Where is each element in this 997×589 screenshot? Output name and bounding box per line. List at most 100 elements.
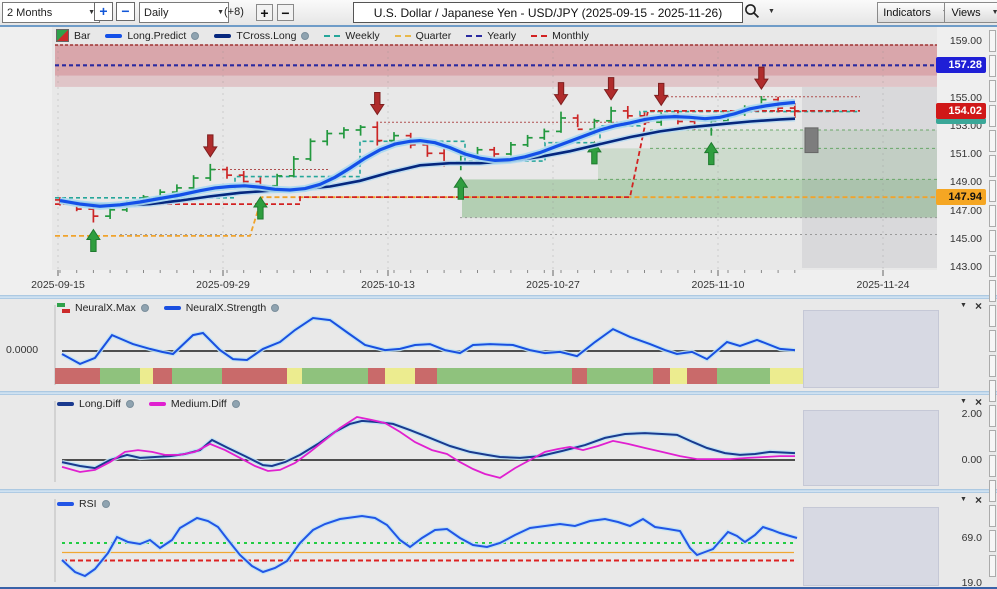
rsi-tick-label: 19.0 [938, 577, 982, 589]
range-select[interactable]: 2 Months ▼ [2, 2, 100, 23]
legend-item-long-predict[interactable]: Long.Predict [105, 30, 199, 42]
diff-panel-controls: ▼ × [960, 397, 982, 407]
legend-item-label: Yearly [487, 30, 516, 42]
legend-item-neuralx-max[interactable]: NeuralX.Max [57, 302, 149, 314]
right-rail-box[interactable] [989, 480, 996, 502]
add-bars-button[interactable]: + [256, 4, 273, 21]
line-swatch-icon [164, 306, 181, 310]
line-swatch-icon [105, 34, 122, 38]
neuralx-zero-label: 0.0000 [6, 344, 50, 356]
tcross-axis-marker [936, 118, 986, 124]
neuralx-panel-controls: ▼ × [960, 301, 982, 311]
right-rail-box[interactable] [989, 455, 996, 477]
date-tick-label: 2025-10-13 [361, 279, 415, 291]
right-rail-box[interactable] [989, 505, 996, 527]
price-tick-label: 149.00 [938, 176, 982, 188]
right-rail-box[interactable] [989, 105, 996, 127]
price-level-badge: 157.28 [936, 57, 986, 73]
panel-close-button[interactable]: × [975, 301, 982, 311]
search-icon [744, 3, 760, 19]
date-tick-label: 2025-09-29 [196, 279, 250, 291]
right-rail-box[interactable] [989, 280, 996, 302]
date-tick-label: 2025-11-24 [857, 279, 910, 291]
symbol-title-box[interactable]: U.S. Dollar / Japanese Yen - USD/JPY (20… [353, 2, 743, 23]
interval-select-value: Daily [144, 7, 168, 19]
toolbar: 2 Months ▼ + − Daily ▼ (+8) + − U.S. Dol… [0, 0, 997, 27]
series-info-dot-icon[interactable] [141, 304, 149, 312]
right-rail-box[interactable] [989, 55, 996, 77]
price-tick-label: 151.00 [938, 148, 982, 160]
dashed-line-icon [395, 35, 411, 37]
right-rail-box[interactable] [989, 180, 996, 202]
legend-item-long-diff[interactable]: Long.Diff [57, 398, 134, 410]
legend-item-label: Bar [74, 30, 90, 42]
right-rail-box[interactable] [989, 330, 996, 352]
remove-bars-button[interactable]: − [277, 4, 294, 21]
right-rail-box[interactable] [989, 80, 996, 102]
diff-tick-label: 2.00 [938, 408, 982, 420]
series-info-dot-icon[interactable] [232, 400, 240, 408]
symbol-search-button[interactable]: ▼ [744, 3, 775, 19]
right-rail-box[interactable] [989, 305, 996, 327]
dashed-line-icon [466, 35, 482, 37]
right-rail-box[interactable] [989, 430, 996, 452]
right-rail-box[interactable] [989, 30, 996, 52]
neuralx-panel-legend: NeuralX.Max NeuralX.Strength [57, 302, 279, 314]
range-decrease-button[interactable]: − [116, 2, 135, 21]
right-rail-box[interactable] [989, 130, 996, 152]
right-rail-box[interactable] [989, 555, 996, 577]
interval-select[interactable]: Daily ▼ [139, 2, 229, 23]
legend-item-label: Medium.Diff [171, 398, 227, 410]
right-rail-box[interactable] [989, 255, 996, 277]
series-info-dot-icon[interactable] [271, 304, 279, 312]
price-tick-label: 159.00 [938, 35, 982, 47]
trading-app-window: 2 Months ▼ + − Daily ▼ (+8) + − U.S. Dol… [0, 0, 997, 589]
right-rail-box[interactable] [989, 155, 996, 177]
line-swatch-icon [149, 402, 166, 406]
series-info-dot-icon[interactable] [301, 32, 309, 40]
right-rail-box[interactable] [989, 530, 996, 552]
series-info-dot-icon[interactable] [102, 500, 110, 508]
panel-close-button[interactable]: × [975, 495, 982, 505]
range-increase-button[interactable]: + [94, 2, 113, 21]
symbol-title: U.S. Dollar / Japanese Yen - USD/JPY (20… [374, 6, 722, 20]
line-swatch-icon [214, 34, 231, 38]
right-rail-box[interactable] [989, 355, 996, 377]
chevron-down-icon: ▼ [992, 9, 997, 16]
legend-item-monthly[interactable]: Monthly [531, 30, 589, 42]
price-tick-label: 143.00 [938, 261, 982, 273]
panel-collapse-button[interactable]: ▼ [960, 495, 967, 505]
series-info-dot-icon[interactable] [126, 400, 134, 408]
legend-item-label: Monthly [552, 30, 589, 42]
panel-collapse-button[interactable]: ▼ [960, 301, 967, 311]
date-tick-label: 2025-10-27 [526, 279, 580, 291]
diff-panel-legend: Long.Diff Medium.Diff [57, 398, 240, 410]
rsi-panel-legend: RSI [57, 498, 110, 510]
legend-item-rsi[interactable]: RSI [57, 498, 110, 510]
date-tick-label: 2025-09-15 [31, 279, 85, 291]
legend-item-weekly[interactable]: Weekly [324, 30, 379, 42]
legend-item-bar[interactable]: Bar [56, 29, 90, 42]
right-rail-box[interactable] [989, 205, 996, 227]
right-rail-box[interactable] [989, 405, 996, 427]
panel-close-button[interactable]: × [975, 397, 982, 407]
legend-item-label: Weekly [345, 30, 379, 42]
price-tick-label: 145.00 [938, 233, 982, 245]
legend-item-neuralx-strength[interactable]: NeuralX.Strength [164, 302, 280, 314]
right-rail-box[interactable] [989, 380, 996, 402]
dashed-line-icon [531, 35, 547, 37]
price-chart-plot[interactable] [0, 27, 997, 295]
legend-item-yearly[interactable]: Yearly [466, 30, 516, 42]
views-button[interactable]: Views ▼ [944, 2, 997, 23]
rsi-future-region [803, 507, 939, 586]
legend-item-quarter[interactable]: Quarter [395, 30, 452, 42]
legend-item-tcross-long[interactable]: TCross.Long [214, 30, 309, 42]
legend-item-label: NeuralX.Max [75, 302, 136, 314]
legend-item-label: RSI [79, 498, 97, 510]
panel-collapse-button[interactable]: ▼ [960, 397, 967, 407]
legend-item-medium-diff[interactable]: Medium.Diff [149, 398, 240, 410]
neuralx-future-region [803, 310, 939, 388]
right-rail-box[interactable] [989, 230, 996, 252]
chevron-down-icon: ▼ [217, 9, 224, 16]
series-info-dot-icon[interactable] [191, 32, 199, 40]
